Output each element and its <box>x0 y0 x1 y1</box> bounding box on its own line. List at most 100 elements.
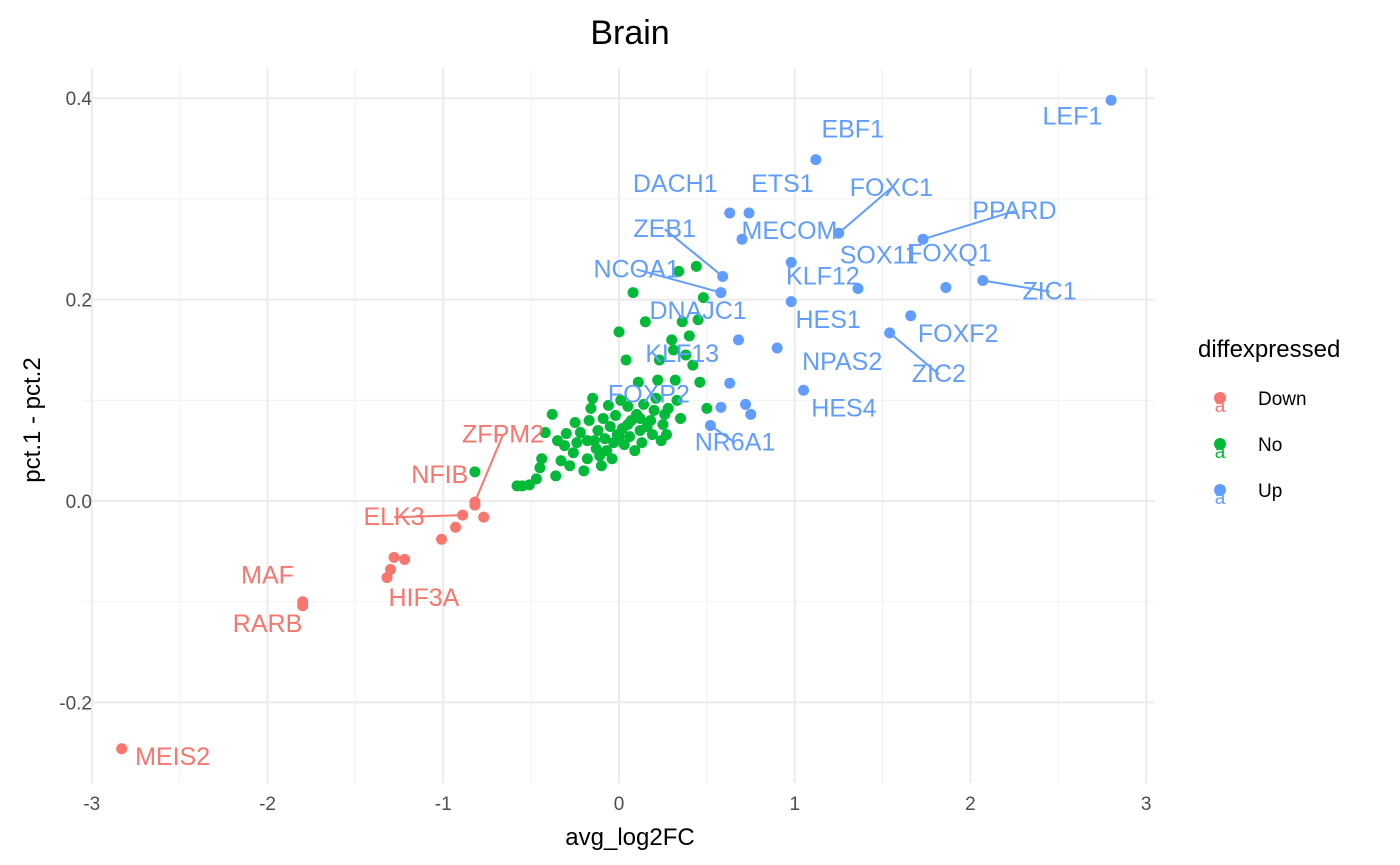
leader-line <box>922 210 1015 241</box>
gene-label: MAF <box>241 562 294 590</box>
gene-label: FOXF2 <box>918 320 999 348</box>
point-no <box>701 402 713 414</box>
point-up <box>852 283 864 295</box>
point-no <box>650 392 662 404</box>
point-no <box>511 480 523 492</box>
y-axis-title: pct.1 - pct.2 <box>19 357 46 482</box>
legend-key-dot <box>1214 484 1226 496</box>
leader-line <box>838 187 893 234</box>
point-no <box>551 435 563 447</box>
point-up <box>733 334 745 346</box>
point-up <box>977 274 989 286</box>
point-up <box>736 233 748 245</box>
legend-key-dot <box>1214 438 1226 450</box>
gene-label: SOX11 <box>840 241 919 269</box>
point-no <box>564 460 576 472</box>
point-no <box>632 376 644 388</box>
legend: diffexpressed a Down a No a Up <box>1198 336 1340 509</box>
point-no <box>618 439 630 451</box>
point-up <box>1105 94 1117 106</box>
point-up <box>905 310 917 322</box>
leader-line <box>664 228 724 278</box>
gene-label: MECOM <box>742 217 838 245</box>
gene-label: PPARD <box>972 197 1056 225</box>
legend-key-letter: a <box>1215 396 1226 417</box>
y-tick-label: 0.4 <box>66 89 93 110</box>
point-no <box>667 344 679 356</box>
x-tick-label: 2 <box>965 794 976 815</box>
point-no <box>669 374 681 386</box>
gene-label: EBF1 <box>821 115 884 143</box>
point-no <box>530 473 542 485</box>
point-up <box>715 287 727 299</box>
series-down <box>116 496 490 755</box>
point-no <box>620 354 632 366</box>
gene-label: NPAS2 <box>802 348 882 376</box>
gene-labels: LEF1 EBF1 DACH1 ETS1 FOXC1 PPARD ZEB1 MECOMSOX1… <box>135 102 1102 770</box>
point-up <box>740 398 752 410</box>
gene-label: NCOA1 <box>594 255 680 283</box>
point-up <box>724 377 736 389</box>
gene-label: FOXP2 <box>608 380 690 408</box>
point-no <box>639 316 651 328</box>
gene-label: DACH1 <box>633 170 718 198</box>
point-down <box>436 533 448 545</box>
point-no <box>697 292 709 304</box>
legend-label: Down <box>1258 389 1307 410</box>
leader-line <box>636 268 722 294</box>
x-tick-label: -3 <box>83 794 100 815</box>
point-up <box>785 296 797 308</box>
y-tick-label: 0.0 <box>66 492 92 513</box>
point-down <box>388 551 400 563</box>
series-no <box>469 260 713 492</box>
gene-label: ZIC2 <box>912 360 966 388</box>
point-up <box>785 256 797 268</box>
gene-label: ETS1 <box>751 170 814 198</box>
point-down <box>478 511 490 523</box>
point-no <box>662 402 674 414</box>
gene-label: ZFPM2 <box>462 421 544 449</box>
label-leader-lines <box>394 187 1050 519</box>
point-no <box>634 412 646 424</box>
point-no <box>599 433 611 445</box>
point-no <box>592 425 604 437</box>
point-no <box>469 466 481 478</box>
point-no <box>550 470 562 482</box>
point-no <box>694 376 706 388</box>
point-no <box>629 445 641 457</box>
point-up <box>940 282 952 294</box>
x-tick-label: 1 <box>789 794 800 815</box>
point-no <box>646 429 658 441</box>
gene-label: KLF12 <box>786 263 860 291</box>
point-no <box>574 427 586 439</box>
point-no <box>680 349 692 361</box>
point-down <box>399 553 411 565</box>
gene-label: ZEB1 <box>633 215 696 243</box>
legend-key-letter: a <box>1215 442 1226 463</box>
point-down <box>450 521 462 533</box>
gene-label: ZIC1 <box>1022 278 1076 306</box>
point-no <box>622 418 634 430</box>
legend-key-dot <box>1214 392 1226 404</box>
point-no <box>675 412 687 424</box>
y-tick-label: -0.2 <box>59 693 92 714</box>
point-no <box>602 399 614 411</box>
point-no <box>690 260 702 272</box>
gene-label: HIF3A <box>389 584 460 612</box>
legend-key-letter: a <box>1215 488 1226 509</box>
point-no <box>660 429 672 441</box>
gene-label: HES4 <box>811 394 876 422</box>
point-no <box>687 359 699 371</box>
gene-label: HES1 <box>795 306 860 334</box>
point-no <box>606 453 618 465</box>
gene-label: ELK3 <box>363 503 424 531</box>
leader-line <box>888 332 940 375</box>
point-no <box>604 421 616 433</box>
point-no <box>534 462 546 474</box>
point-no <box>657 418 669 430</box>
point-down <box>457 509 469 521</box>
point-up <box>771 342 783 354</box>
point-no <box>597 412 609 424</box>
leader-line <box>982 279 1050 293</box>
point-up <box>798 384 810 396</box>
